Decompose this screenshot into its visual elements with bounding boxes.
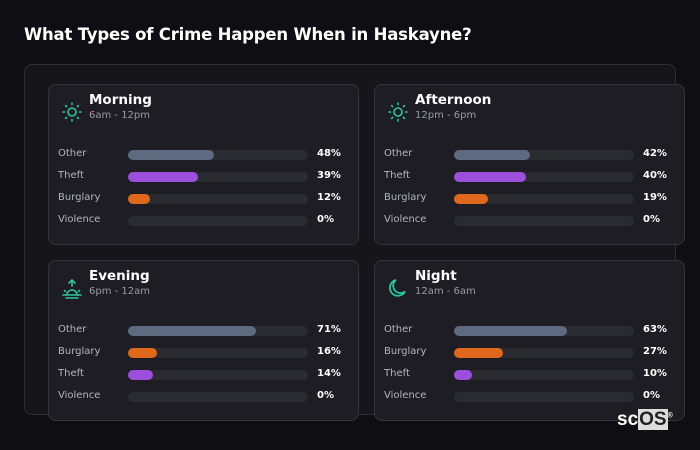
bar-track <box>454 348 634 358</box>
crime-row: Burglary 27% <box>384 346 674 360</box>
crime-row: Other 63% <box>384 324 674 338</box>
crime-label: Violence <box>384 390 427 401</box>
bar-track <box>454 216 634 226</box>
bar-track <box>454 150 634 160</box>
bar-fill <box>454 172 526 182</box>
bar-fill <box>128 370 154 380</box>
crime-label: Theft <box>58 170 84 181</box>
bar-track <box>128 194 308 204</box>
card-title: Morning <box>89 92 152 108</box>
crime-percent: 42% <box>643 148 667 159</box>
time-range: 12am - 6am <box>415 286 476 297</box>
sun-icon <box>387 101 409 123</box>
bar-fill <box>128 150 215 160</box>
crime-label: Other <box>58 324 87 335</box>
crime-label: Burglary <box>384 192 427 203</box>
bar-fill <box>454 150 530 160</box>
card-title: Night <box>415 268 457 284</box>
card-afternoon: Afternoon 12pm - 6pm Other 42% Theft 40%… <box>374 84 685 245</box>
bar-fill <box>454 348 503 358</box>
bar-fill <box>128 194 150 204</box>
bar-track <box>128 172 308 182</box>
bar-fill <box>454 194 489 204</box>
crime-label: Burglary <box>58 346 101 357</box>
crime-percent: 14% <box>317 368 341 379</box>
crime-label: Violence <box>58 390 101 401</box>
bar-track <box>128 326 308 336</box>
crime-percent: 48% <box>317 148 341 159</box>
card-morning: Morning 6am - 12pm Other 48% Theft 39% B… <box>48 84 359 245</box>
crime-label: Theft <box>384 170 410 181</box>
card-night: Night 12am - 6am Other 63% Burglary 27% … <box>374 260 685 421</box>
crime-percent: 40% <box>643 170 667 181</box>
sunset-icon <box>61 277 83 299</box>
scos-logo: scOS® <box>617 409 673 430</box>
crime-label: Violence <box>384 214 427 225</box>
crime-percent: 63% <box>643 324 667 335</box>
crime-percent: 0% <box>317 214 334 225</box>
bar-fill <box>454 326 568 336</box>
bar-fill <box>128 348 157 358</box>
crime-label: Other <box>384 324 413 335</box>
bar-track <box>128 348 308 358</box>
bar-fill <box>128 172 199 182</box>
page-title: What Types of Crime Happen When in Haska… <box>24 25 472 44</box>
crime-percent: 12% <box>317 192 341 203</box>
crime-label: Burglary <box>58 192 101 203</box>
crime-row: Violence 0% <box>384 390 674 404</box>
crime-row: Other 42% <box>384 148 674 162</box>
bar-track <box>128 150 308 160</box>
crime-row: Burglary 12% <box>58 192 348 206</box>
time-range: 12pm - 6pm <box>415 110 477 121</box>
bar-track <box>128 392 308 402</box>
crime-row: Theft 40% <box>384 170 674 184</box>
bar-track <box>454 326 634 336</box>
crime-row: Violence 0% <box>58 214 348 228</box>
sun-icon <box>61 101 83 123</box>
crime-percent: 10% <box>643 368 667 379</box>
moon-icon <box>387 277 409 299</box>
bar-track <box>128 370 308 380</box>
crime-percent: 16% <box>317 346 341 357</box>
crime-row: Violence 0% <box>58 390 348 404</box>
bar-track <box>454 194 634 204</box>
crime-row: Burglary 16% <box>58 346 348 360</box>
card-evening: Evening 6pm - 12am Other 71% Burglary 16… <box>48 260 359 421</box>
bar-track <box>454 370 634 380</box>
crime-label: Other <box>58 148 87 159</box>
crime-label: Burglary <box>384 346 427 357</box>
crime-row: Burglary 19% <box>384 192 674 206</box>
time-range: 6pm - 12am <box>89 286 151 297</box>
bar-fill <box>128 326 256 336</box>
crime-row: Theft 39% <box>58 170 348 184</box>
crime-row: Other 48% <box>58 148 348 162</box>
crime-percent: 39% <box>317 170 341 181</box>
crime-percent: 0% <box>643 390 660 401</box>
bar-track <box>128 216 308 226</box>
crime-label: Theft <box>58 368 84 379</box>
crime-percent: 71% <box>317 324 341 335</box>
time-range: 6am - 12pm <box>89 110 151 121</box>
card-title: Afternoon <box>415 92 492 108</box>
crime-row: Theft 14% <box>58 368 348 382</box>
bar-track <box>454 392 634 402</box>
crime-percent: 0% <box>317 390 334 401</box>
bar-track <box>454 172 634 182</box>
crime-row: Other 71% <box>58 324 348 338</box>
crime-label: Theft <box>384 368 410 379</box>
crime-label: Other <box>384 148 413 159</box>
crime-row: Theft 10% <box>384 368 674 382</box>
crime-label: Violence <box>58 214 101 225</box>
bar-fill <box>454 370 472 380</box>
crime-percent: 19% <box>643 192 667 203</box>
crime-percent: 27% <box>643 346 667 357</box>
crime-row: Violence 0% <box>384 214 674 228</box>
card-title: Evening <box>89 268 150 284</box>
crime-percent: 0% <box>643 214 660 225</box>
